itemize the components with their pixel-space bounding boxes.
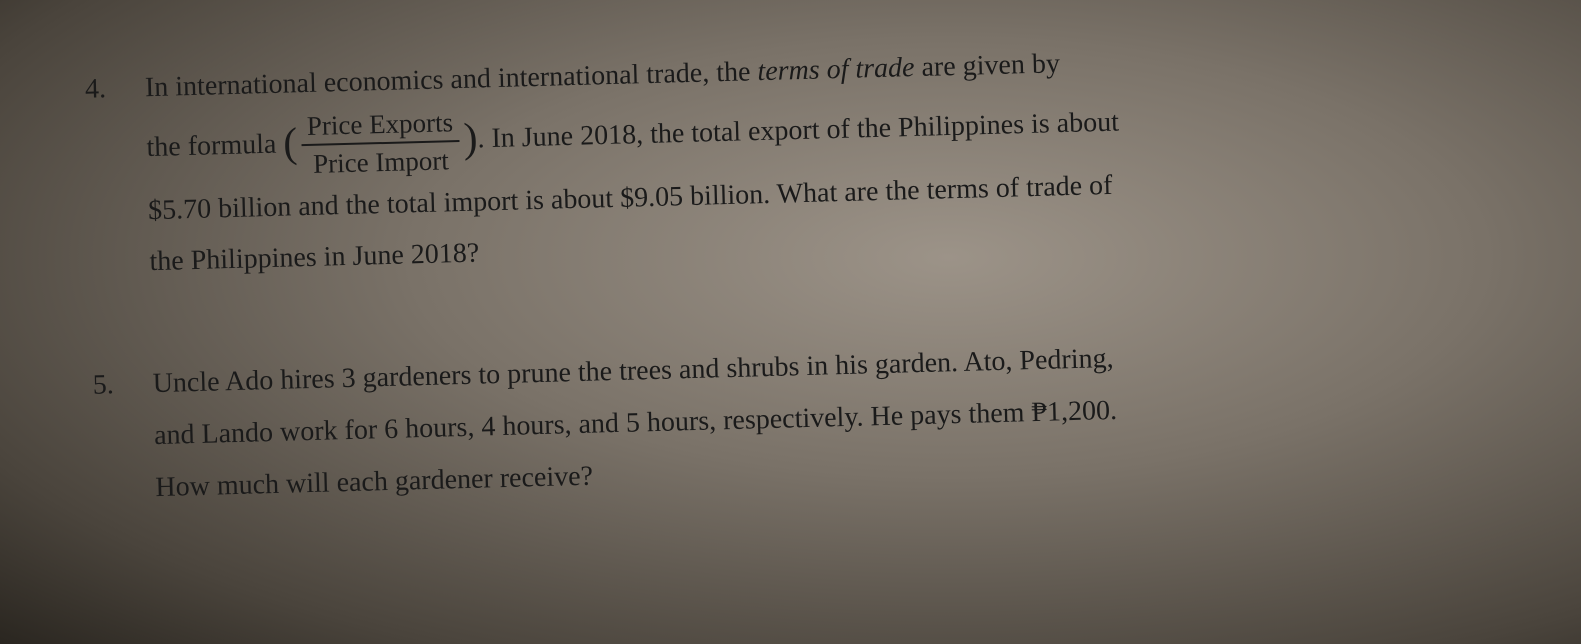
fraction: Price ExportsPrice Import (300, 106, 460, 181)
denominator: Price Import (307, 142, 456, 180)
problem-5-text: Uncle Ado hires 3 gardeners to prune the… (152, 322, 1527, 513)
problem-5: 5. Uncle Ado hires 3 gardeners to prune … (92, 322, 1527, 515)
problem-number-4: 4. (84, 62, 150, 290)
problem-4-text: In international economics and internati… (144, 26, 1520, 288)
problem-number-5: 5. (92, 358, 156, 515)
text-segment: In international economics and internati… (145, 56, 758, 103)
page-content: 4. In international economics and intern… (84, 26, 1526, 515)
text-segment: are given by (914, 48, 1060, 83)
formula-terms-of-trade: (Price ExportsPrice Import) (282, 105, 478, 181)
peso-amount: ₱1,200. (1031, 395, 1117, 428)
numerator: Price Exports (300, 106, 459, 147)
problem-4: 4. In international economics and intern… (84, 26, 1520, 290)
italic-terms-of-trade: terms of trade (757, 52, 915, 87)
text-segment: the formula (146, 128, 284, 163)
text-segment: . In June 2018, the total export of the … (477, 106, 1119, 154)
